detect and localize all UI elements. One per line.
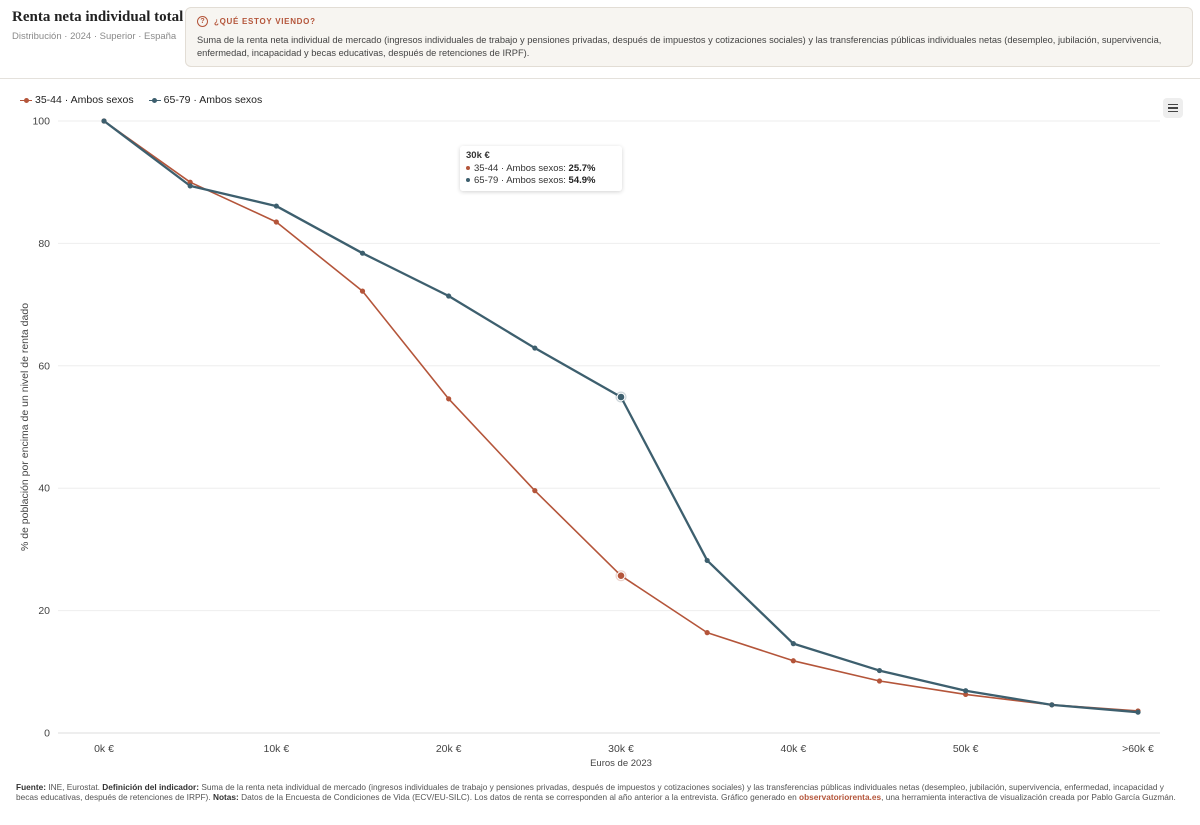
series-line-0 xyxy=(103,120,1139,712)
tooltip-title: 30k € xyxy=(466,150,490,161)
data-point-1-9 xyxy=(876,667,883,674)
info-panel: ? ¿QUÉ ESTOY VIENDO? Suma de la renta ne… xyxy=(185,7,1193,67)
info-heading: ? ¿QUÉ ESTOY VIENDO? xyxy=(197,16,316,27)
data-point-0-6 xyxy=(616,571,626,581)
x-tick-label-4: 40k € xyxy=(780,743,806,755)
chart-legend: 35-44 · Ambos sexos 65-79 · Ambos sexos xyxy=(20,94,277,106)
data-point-1-2 xyxy=(273,203,279,209)
footer-definition-label: Definición del indicador: xyxy=(102,782,200,792)
info-heading-label: ¿QUÉ ESTOY VIENDO? xyxy=(214,17,316,26)
header: Renta neta individual total Distribución… xyxy=(0,0,1200,79)
legend-item-65-79[interactable]: 65-79 · Ambos sexos xyxy=(148,94,263,106)
x-tick-label-3: 30k € xyxy=(608,743,634,755)
tooltip-dot-35-44 xyxy=(466,166,470,171)
data-point-0-3 xyxy=(359,288,366,294)
hamburger-menu-icon xyxy=(1168,103,1178,106)
data-point-1-3 xyxy=(359,250,366,256)
tooltip-value-65-79: 54.9% xyxy=(568,175,596,186)
tooltip-row-35-44: 35-44 · Ambos sexos: 25.7% xyxy=(466,163,616,175)
x-tick-label-5: 50k € xyxy=(953,743,979,755)
data-point-1-10 xyxy=(963,688,969,694)
tooltip-dot-65-79 xyxy=(466,178,470,183)
data-point-0-5 xyxy=(532,488,538,494)
footer-notes-text: Datos de la Encuesta de Condiciones de V… xyxy=(241,792,797,802)
x-tick-label-2: 20k € xyxy=(436,743,462,755)
y-tick-label-80: 80 xyxy=(38,238,50,250)
y-tick-label-100: 100 xyxy=(32,116,50,128)
line-chart: 0 20 40 60 80 100 0k € 10k € 20k € 30k € 40k € 50k … xyxy=(19,116,1160,769)
footer-source-label: Fuente: xyxy=(16,782,46,792)
x-tick-label-1: 10k € xyxy=(263,743,289,755)
data-point-0-4 xyxy=(446,396,452,402)
legend-label-65-79: 65-79 · Ambos sexos xyxy=(163,94,263,106)
chart-tooltip: 30k € 35-44 · Ambos sexos: 25.7% 65-79 ·… xyxy=(460,146,622,191)
footer-site-link[interactable]: observatoriorenta.es xyxy=(799,792,882,802)
legend-swatch-65-79 xyxy=(148,96,161,104)
data-point-0-8 xyxy=(790,658,796,664)
data-point-1-1 xyxy=(187,183,193,189)
data-point-1-11 xyxy=(1049,702,1055,708)
data-point-1-0 xyxy=(101,118,107,124)
x-axis-title: Euros de 2023 xyxy=(590,758,652,769)
legend-label-35-44: 35-44 · Ambos sexos xyxy=(35,94,134,106)
data-point-0-9 xyxy=(876,678,883,684)
data-point-1-4 xyxy=(446,293,452,299)
data-point-0-7 xyxy=(704,630,710,636)
question-circle-icon: ? xyxy=(197,16,208,27)
tooltip-label-35-44: 35-44 · Ambos sexos: xyxy=(474,163,566,174)
y-tick-label-0: 0 xyxy=(44,728,50,740)
data-point-0-2 xyxy=(273,219,279,225)
series-line-1 xyxy=(103,120,1139,714)
y-axis-title: % de población por encima de un nivel de… xyxy=(19,303,31,551)
info-text: Suma de la renta neta individual de merc… xyxy=(197,35,1162,58)
tooltip-row-65-79: 65-79 · Ambos sexos: 54.9% xyxy=(466,175,616,187)
chart-menu-button[interactable] xyxy=(1163,98,1183,118)
legend-swatch-35-44 xyxy=(20,96,32,104)
legend-item-35-44[interactable]: 35-44 · Ambos sexos xyxy=(20,94,134,106)
y-tick-label-20: 20 xyxy=(38,605,50,617)
data-point-0-1 xyxy=(187,179,193,185)
tooltip-label-65-79: 65-79 · Ambos sexos: xyxy=(474,175,566,186)
page-title: Renta neta individual total xyxy=(12,9,184,25)
footer-definition: Suma de la renta neta individual de merc… xyxy=(16,782,1164,802)
y-tick-label-60: 60 xyxy=(38,360,50,372)
x-tick-label-0: 0k € xyxy=(94,743,114,755)
data-point-1-12 xyxy=(1135,709,1141,715)
data-point-1-6 xyxy=(616,392,626,402)
footer-source: INE, Eurostat. xyxy=(48,782,100,792)
data-point-1-5 xyxy=(532,345,538,351)
y-tick-label-40: 40 xyxy=(38,483,50,495)
tooltip-value-35-44: 25.7% xyxy=(568,163,596,174)
data-point-0-10 xyxy=(963,691,969,698)
footer-notes: Fuente: INE, Eurostat. Definición del in… xyxy=(16,782,1180,802)
footer-tail: , una herramienta interactiva de visuali… xyxy=(881,792,1176,802)
x-tick-label-6: >60k € xyxy=(1122,743,1154,755)
data-point-1-7 xyxy=(704,557,710,564)
data-point-1-8 xyxy=(790,641,796,647)
footer-notes-label: Notas: xyxy=(212,792,239,802)
page-subtitle: Distribución · 2024 · Superior · España xyxy=(12,31,177,42)
